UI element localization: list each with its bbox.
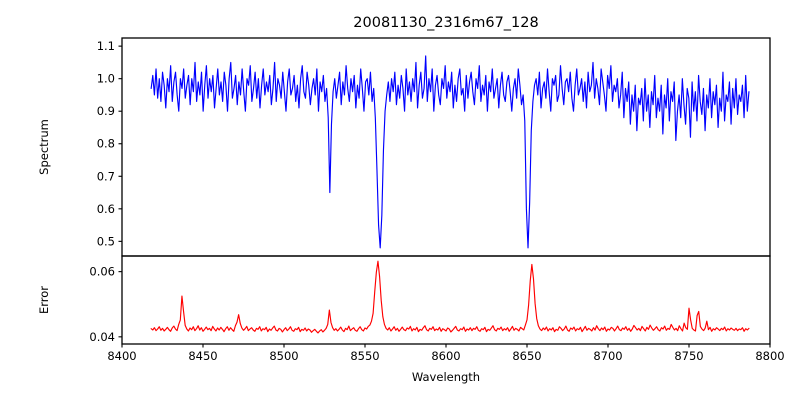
error-y-axis-label: Error: [37, 286, 51, 314]
spectrum-panel: 0.5 0.6 0.7 0.8 0.9 1.0 1.1 Spectrum: [37, 37, 771, 257]
spectrum-tick-label: 0.5: [97, 234, 115, 248]
wavelength-tick-label: 8600: [431, 349, 460, 363]
spectrum-tick-label: 1.1: [97, 39, 115, 53]
spectrum-tick-label: 0.8: [97, 137, 115, 151]
wavelength-tick-label: 8800: [755, 349, 784, 363]
wavelength-tick-label: 8750: [674, 349, 703, 363]
wavelength-tick-label: 8700: [593, 349, 622, 363]
wavelength-tick-label: 8450: [188, 349, 217, 363]
error-tick-label: 0.04: [89, 330, 115, 344]
x-axis-label: Wavelength: [412, 370, 480, 384]
spectrum-y-ticks: 0.5 0.6 0.7 0.8 0.9 1.0 1.1: [97, 39, 122, 248]
wavelength-x-ticks: 8400 8450 8500 8550 8600 8650 8700 8750 8800: [107, 344, 785, 363]
page-title: 20081130_2316m67_128: [353, 15, 538, 31]
wavelength-tick-label: 8650: [512, 349, 541, 363]
wavelength-tick-label: 8500: [269, 349, 298, 363]
error-data-line: [150, 260, 750, 334]
spectrum-data-line: [150, 55, 750, 249]
error-y-ticks: 0.04 0.06: [89, 265, 122, 344]
wavelength-tick-label: 8550: [350, 349, 379, 363]
spectrum-tick-label: 0.9: [97, 104, 115, 118]
error-panel: 0.04 0.06 8400 8450 8500 8550 8600 8650 8700 875…: [37, 255, 785, 363]
error-tick-label: 0.06: [89, 265, 115, 279]
error-axes-frame: [121, 255, 771, 345]
wavelength-tick-label: 8400: [107, 349, 136, 363]
spectrum-y-axis-label: Spectrum: [37, 119, 51, 175]
spectrum-tick-label: 1.0: [97, 72, 115, 86]
spectrum-tick-label: 0.7: [97, 169, 115, 183]
spectrum-tick-label: 0.6: [97, 202, 115, 216]
